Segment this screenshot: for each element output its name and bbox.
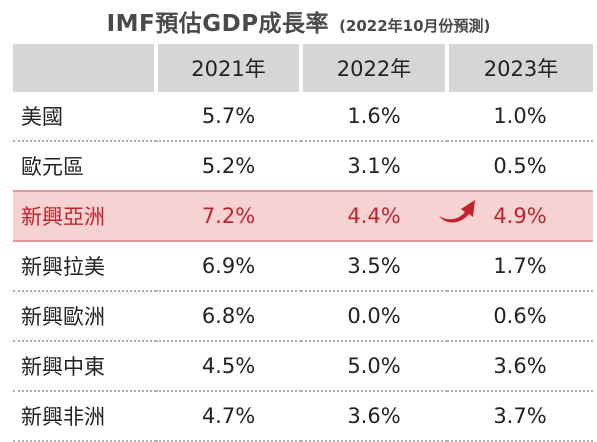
table-row-emerging-latam: 新興拉美 6.9% 3.5% 1.7% (13, 241, 593, 292)
value-2022: 0.0% (301, 291, 447, 342)
value-2023: 0.5% (447, 141, 593, 192)
table-row-emerging-africa: 新興非洲 4.7% 3.6% 3.7% (13, 391, 593, 442)
value-2022: 5.0% (301, 341, 447, 392)
row-label: 新興中東 (13, 341, 156, 392)
value-2021: 7.2% (156, 190, 301, 242)
row-label: 新興非洲 (13, 391, 156, 442)
table-row-emerging-middle-east: 新興中東 4.5% 5.0% 3.6% (13, 341, 593, 392)
column-header-2023: 2023年 (445, 44, 593, 92)
curved-up-arrow-icon (439, 200, 476, 223)
value-2021: 4.5% (156, 341, 301, 392)
value-2022: 4.4% (301, 190, 447, 242)
value-2023: 4.9% (493, 204, 547, 228)
value-2023-cell: 4.9% (439, 190, 593, 242)
value-2021: 5.2% (156, 141, 301, 192)
value-2022: 1.6% (301, 92, 447, 142)
column-header-2021: 2021年 (154, 44, 301, 92)
table-row-eurozone: 歐元區 5.2% 3.1% 0.5% (13, 141, 593, 192)
table-row-us: 美國 5.7% 1.6% 1.0% (13, 92, 593, 142)
value-2023: 0.6% (447, 291, 593, 342)
gdp-growth-table: 2021年 2022年 2023年 美國 5.7% 1.6% 1.0% 歐元區 … (13, 44, 593, 442)
row-label: 新興歐洲 (13, 291, 156, 342)
value-2022: 3.1% (301, 141, 447, 192)
value-2021: 5.7% (156, 92, 301, 142)
value-2021: 4.7% (156, 391, 301, 442)
table-row-emerging-asia-highlighted: 新興亞洲 7.2% 4.4% 4.9% (13, 190, 593, 242)
row-label: 新興拉美 (13, 241, 156, 292)
row-label: 歐元區 (13, 141, 156, 192)
value-2021: 6.8% (156, 291, 301, 342)
value-2022: 3.6% (301, 391, 447, 442)
row-label: 新興亞洲 (13, 190, 156, 242)
value-2023: 1.0% (447, 92, 593, 142)
table-row-emerging-europe: 新興歐洲 6.8% 0.0% 0.6% (13, 291, 593, 342)
value-2023-wrap: 4.9% (439, 200, 547, 228)
chart-title: IMF預估GDP成長率 (106, 11, 330, 37)
column-header-2022: 2022年 (299, 44, 447, 92)
table-header-row: 2021年 2022年 2023年 (13, 44, 593, 92)
column-header-region (13, 44, 156, 92)
chart-subtitle: (2022年10月份預測) (339, 17, 491, 35)
value-2021: 6.9% (156, 241, 301, 292)
row-label: 美國 (13, 92, 156, 142)
value-2023: 3.6% (447, 341, 593, 392)
chart-title-row: IMF預估GDP成長率 (2022年10月份預測) (0, 4, 597, 40)
value-2023: 1.7% (447, 241, 593, 292)
value-2023: 3.7% (447, 391, 593, 442)
value-2022: 3.5% (301, 241, 447, 292)
